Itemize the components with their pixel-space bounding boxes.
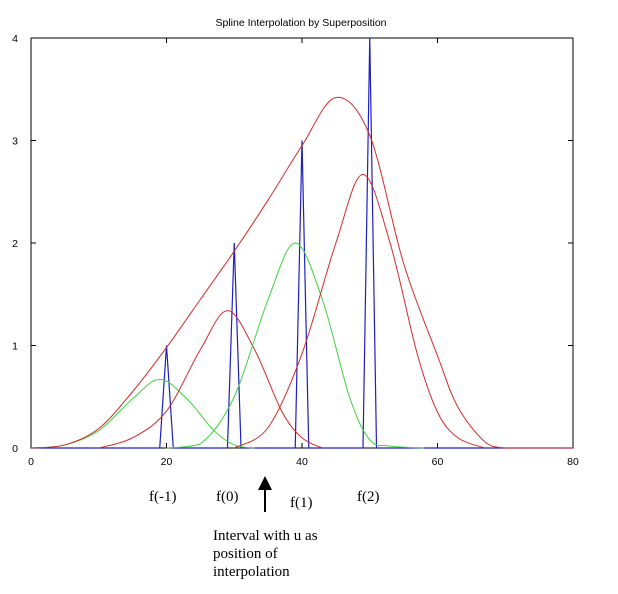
- x-tick-label: 20: [161, 456, 173, 468]
- label-f-0: f(0): [216, 489, 239, 505]
- caption-line-1: Interval with u as: [213, 528, 318, 544]
- caption-line-3: interpolation: [213, 564, 290, 580]
- interval-arrow: [258, 476, 272, 512]
- x-tick-label: 60: [432, 456, 444, 468]
- series-layer: [30, 37, 573, 449]
- label-f-1: f(1): [290, 495, 313, 511]
- axis-ticks: 0 20 40 60 80 0 1 2 3 4: [12, 33, 579, 468]
- series-line-red-5: [30, 96, 573, 449]
- series-line-red-4: [233, 173, 486, 449]
- label-f-2: f(2): [357, 489, 380, 505]
- y-tick-label: 3: [12, 136, 18, 148]
- y-tick-label: 2: [12, 238, 18, 250]
- chart-title: Spline Interpolation by Superposition: [215, 17, 386, 29]
- x-tick-label: 40: [296, 456, 308, 468]
- y-tick-label: 0: [12, 443, 18, 455]
- interval-caption: Interval with u as position of interpola…: [213, 527, 318, 581]
- series-line-green-1: [30, 378, 255, 449]
- y-tick-label: 1: [12, 341, 18, 353]
- series-line-red-2: [98, 310, 323, 449]
- series-line-green-3: [166, 242, 424, 449]
- x-tick-label: 80: [567, 456, 579, 468]
- y-tick-label: 4: [12, 33, 18, 45]
- x-tick-label: 0: [28, 456, 34, 468]
- caption-line-2: position of: [213, 546, 278, 562]
- label-f-minus-1: f(-1): [149, 489, 177, 505]
- plot-frame: [30, 37, 574, 449]
- series-line-blue-0: [31, 37, 573, 449]
